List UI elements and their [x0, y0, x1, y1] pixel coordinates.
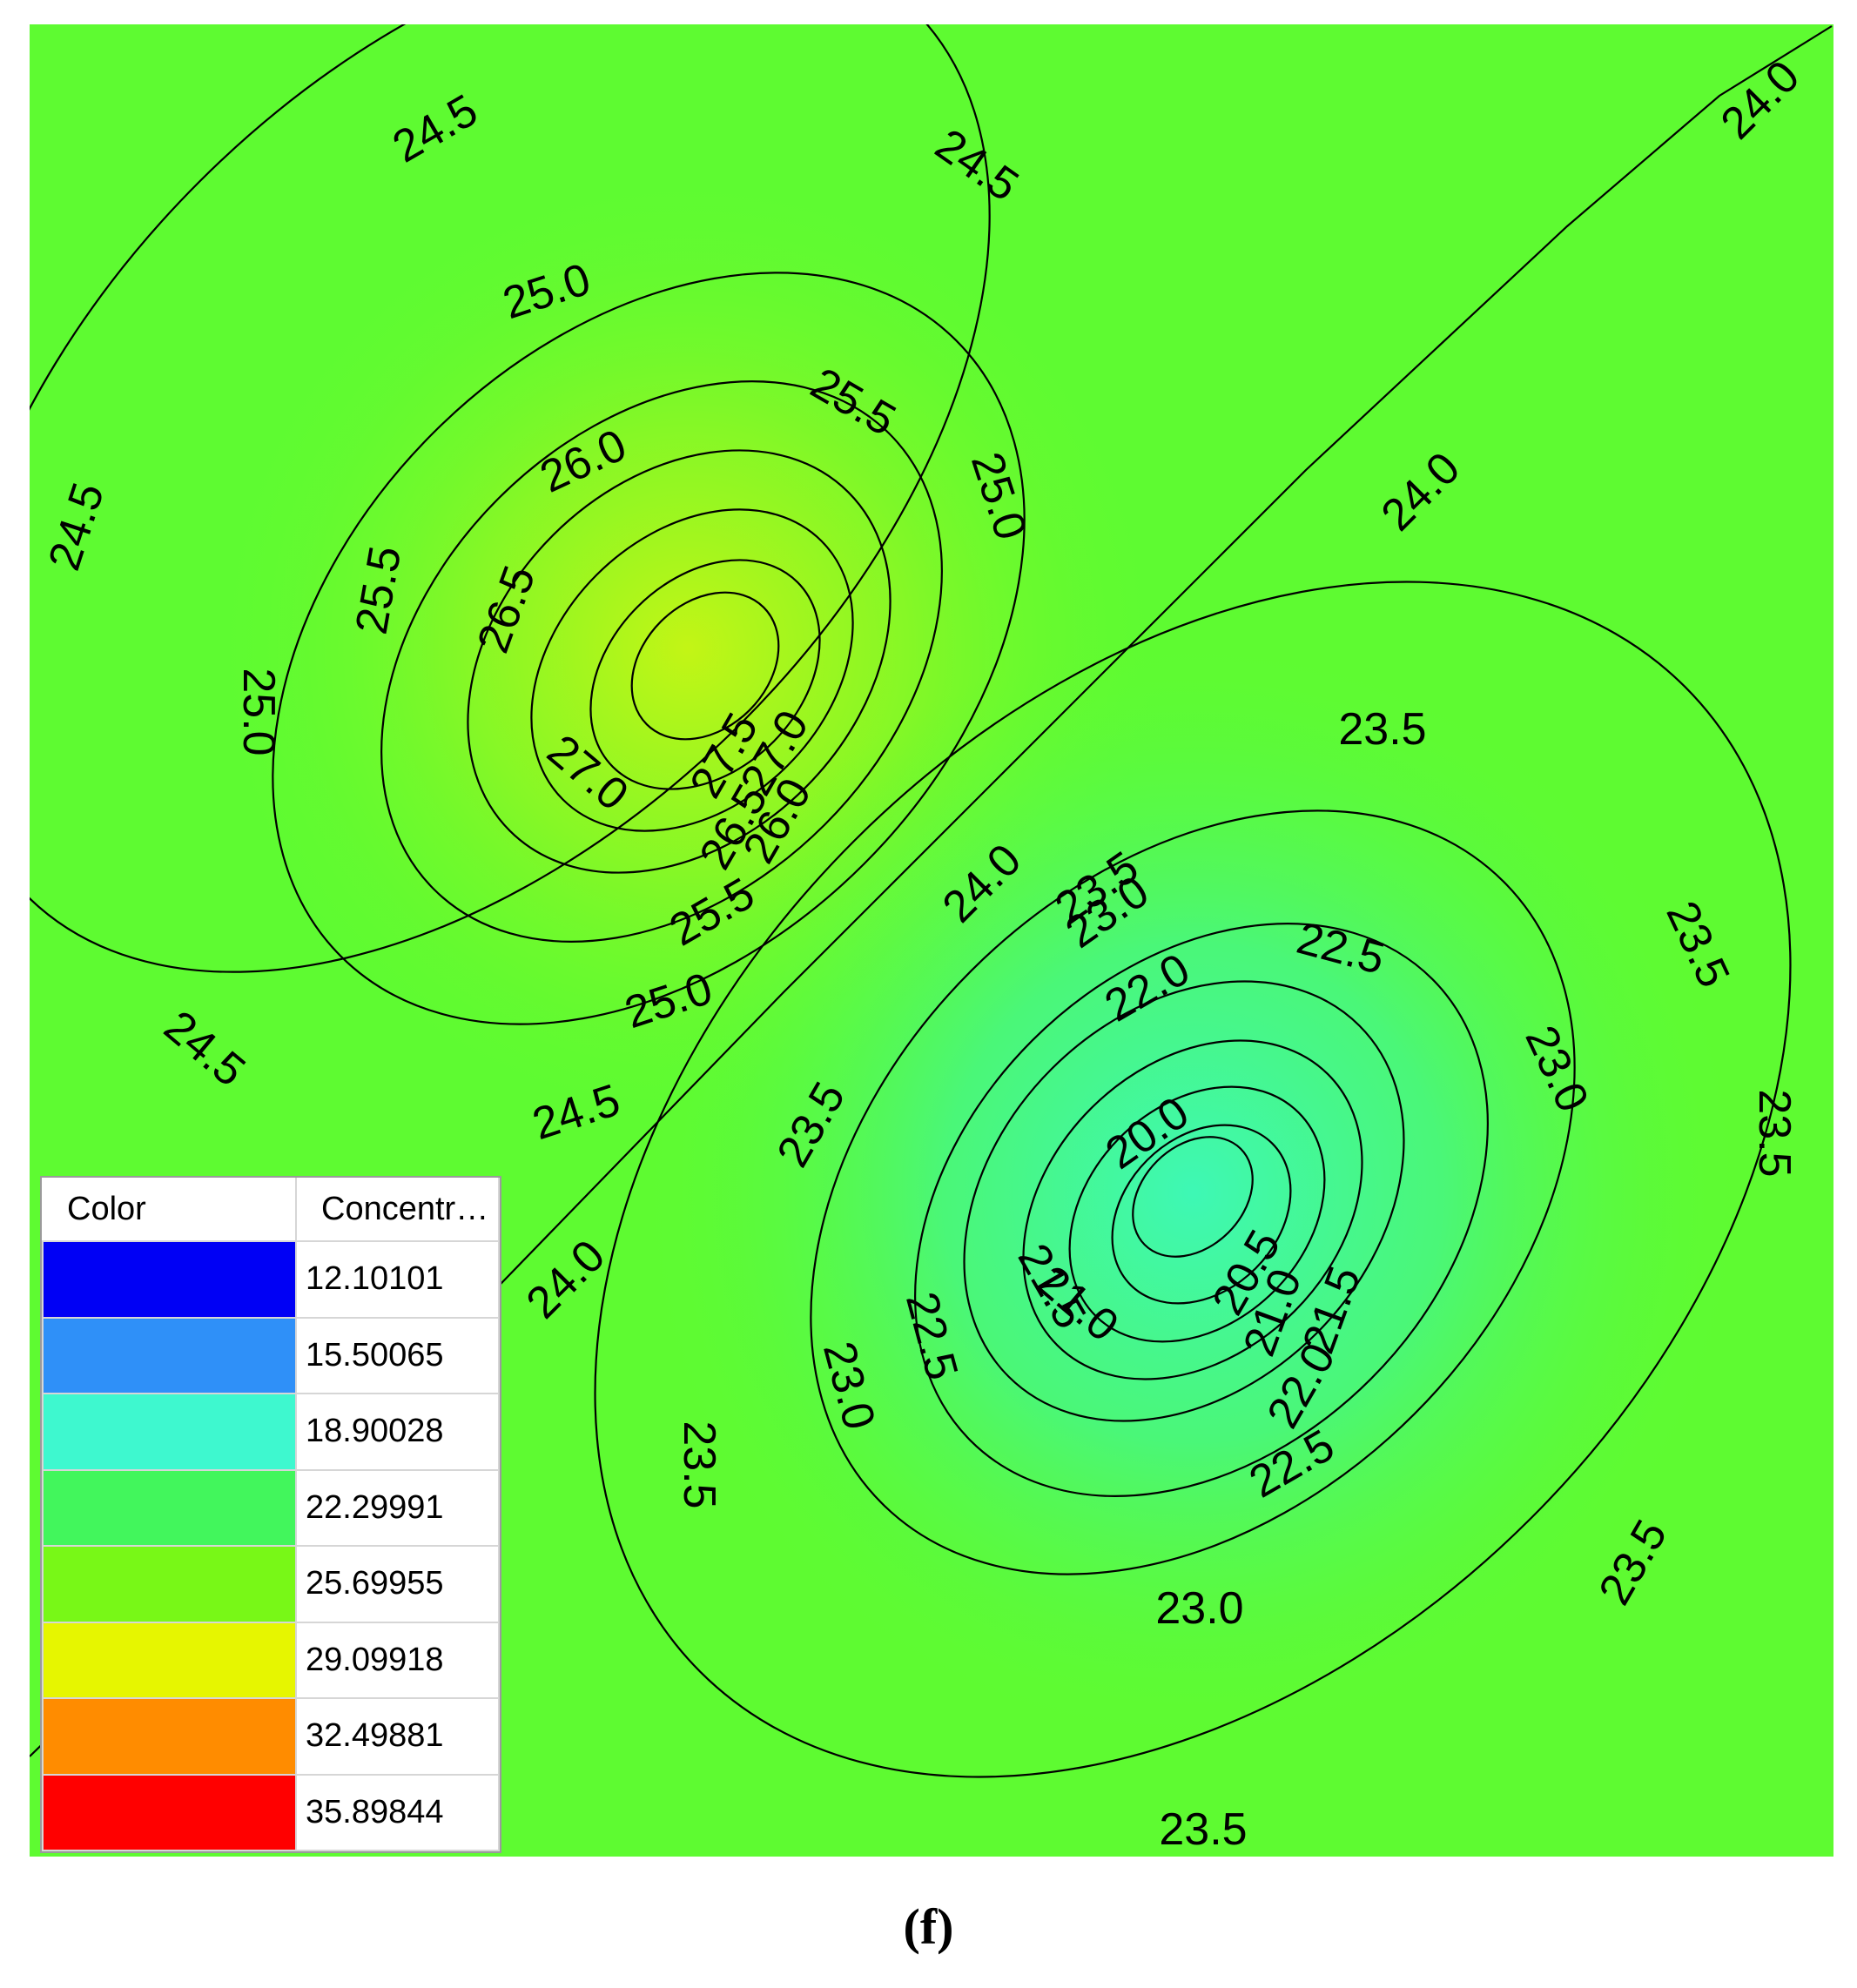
legend: Color Concentra... 12.10101 15.50065 18.90… [40, 1176, 501, 1853]
legend-swatch [42, 1393, 297, 1471]
legend-value: 35.89844 [295, 1773, 500, 1851]
legend-swatch [42, 1240, 297, 1319]
contour-line [589, 559, 821, 790]
contour-line [467, 449, 891, 874]
contour-line [1132, 1136, 1254, 1258]
contour-line [380, 380, 943, 943]
contour-line [1022, 1039, 1363, 1380]
contour-label: 23.5 [1749, 1089, 1800, 1177]
legend-row: 15.50065 [42, 1316, 500, 1394]
contour-line [630, 591, 780, 741]
legend-row: 25.69955 [42, 1545, 500, 1623]
concentration-field [30, 24, 1833, 1857]
contour-line [1068, 1085, 1326, 1343]
legend-swatch [42, 1621, 297, 1699]
legend-row: 18.90028 [42, 1393, 500, 1471]
legend-row: 29.09918 [42, 1621, 500, 1699]
legend-row: 12.10101 [42, 1240, 500, 1319]
contour-line [594, 581, 1792, 1778]
legend-value: 15.50065 [295, 1316, 500, 1394]
contour-line [1111, 1124, 1292, 1305]
contour-line [30, 24, 991, 973]
contour-line [272, 272, 1026, 1025]
legend-swatch [42, 1545, 297, 1623]
figure-caption: (f) [903, 1898, 954, 1955]
legend-value: 22.29991 [295, 1468, 500, 1547]
legend-swatch [42, 1697, 297, 1776]
contour-line [914, 923, 1489, 1497]
legend-header-concentration: Concentra... [296, 1178, 500, 1242]
legend-row: 22.29991 [42, 1468, 500, 1547]
legend-row: 35.89844 [42, 1773, 500, 1851]
legend-value: 12.10101 [295, 1240, 500, 1319]
legend-value: 32.49881 [295, 1697, 500, 1776]
legend-row: 32.49881 [42, 1697, 500, 1776]
contour-line [810, 809, 1576, 1575]
legend-swatch [42, 1316, 297, 1394]
contour-label: 25.0 [233, 668, 284, 756]
legend-value: 25.69955 [295, 1545, 500, 1623]
legend-value: 18.90028 [295, 1393, 500, 1471]
legend-value: 29.09918 [295, 1621, 500, 1699]
contour-label: 23.0 [1155, 1583, 1243, 1634]
legend-header-color: Color [43, 1178, 297, 1242]
legend-rows: 12.10101 15.50065 18.90028 22.29991 25.69955… [42, 1240, 500, 1851]
legend-table: Color Concentra... 12.10101 15.50065 18.90… [42, 1178, 500, 1851]
contour-label: 23.5 [1338, 704, 1426, 755]
contour-line [530, 508, 854, 832]
contour-label: 23.5 [674, 1420, 724, 1508]
legend-swatch [42, 1773, 297, 1851]
contour-line [963, 980, 1405, 1422]
legend-swatch [42, 1468, 297, 1547]
contour-label: 23.5 [1159, 1804, 1247, 1855]
